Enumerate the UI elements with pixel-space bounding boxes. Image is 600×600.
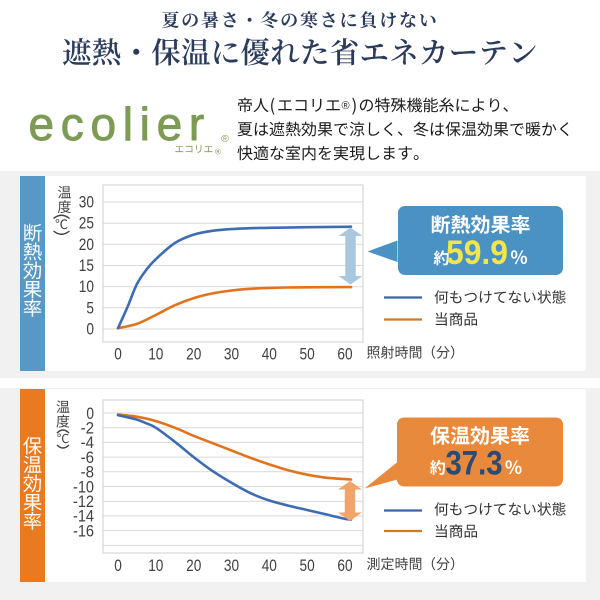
svg-text:20: 20 [186, 557, 201, 575]
svg-text:10: 10 [148, 557, 163, 575]
svg-text:®: ® [221, 133, 229, 145]
svg-text:25: 25 [79, 215, 94, 233]
svg-text:0: 0 [86, 321, 94, 339]
svg-text:50: 50 [300, 346, 315, 364]
svg-text:40: 40 [262, 557, 277, 575]
svg-text:20: 20 [79, 236, 94, 254]
svg-text:10: 10 [79, 278, 94, 296]
svg-text:30: 30 [79, 194, 94, 212]
svg-text:40: 40 [262, 346, 277, 364]
svg-text:-16: -16 [73, 522, 94, 540]
svg-text:®: ® [342, 100, 350, 112]
svg-text:30: 30 [224, 557, 239, 575]
svg-text:59.9: 59.9 [446, 234, 508, 272]
svg-text:-14: -14 [73, 508, 94, 526]
svg-text:60: 60 [337, 346, 352, 364]
svg-text:-4: -4 [81, 434, 94, 452]
svg-text:15: 15 [79, 257, 94, 275]
svg-text:®: ® [215, 148, 221, 157]
svg-text:-8: -8 [81, 464, 94, 482]
svg-text:5: 5 [86, 299, 94, 317]
svg-text:ecolier: ecolier [29, 98, 211, 150]
svg-text:0: 0 [114, 557, 122, 575]
svg-text:10: 10 [148, 346, 163, 364]
svg-text:-6: -6 [81, 449, 94, 467]
svg-text:-12: -12 [73, 493, 94, 511]
svg-text:30: 30 [224, 346, 239, 364]
svg-text:20: 20 [186, 346, 201, 364]
svg-text:60: 60 [337, 557, 352, 575]
svg-text:37.3: 37.3 [446, 445, 503, 483]
svg-text:0: 0 [114, 346, 122, 364]
svg-text:-2: -2 [81, 420, 94, 438]
svg-text:50: 50 [300, 557, 315, 575]
svg-text:-10: -10 [73, 478, 94, 496]
svg-text:0: 0 [86, 405, 94, 423]
